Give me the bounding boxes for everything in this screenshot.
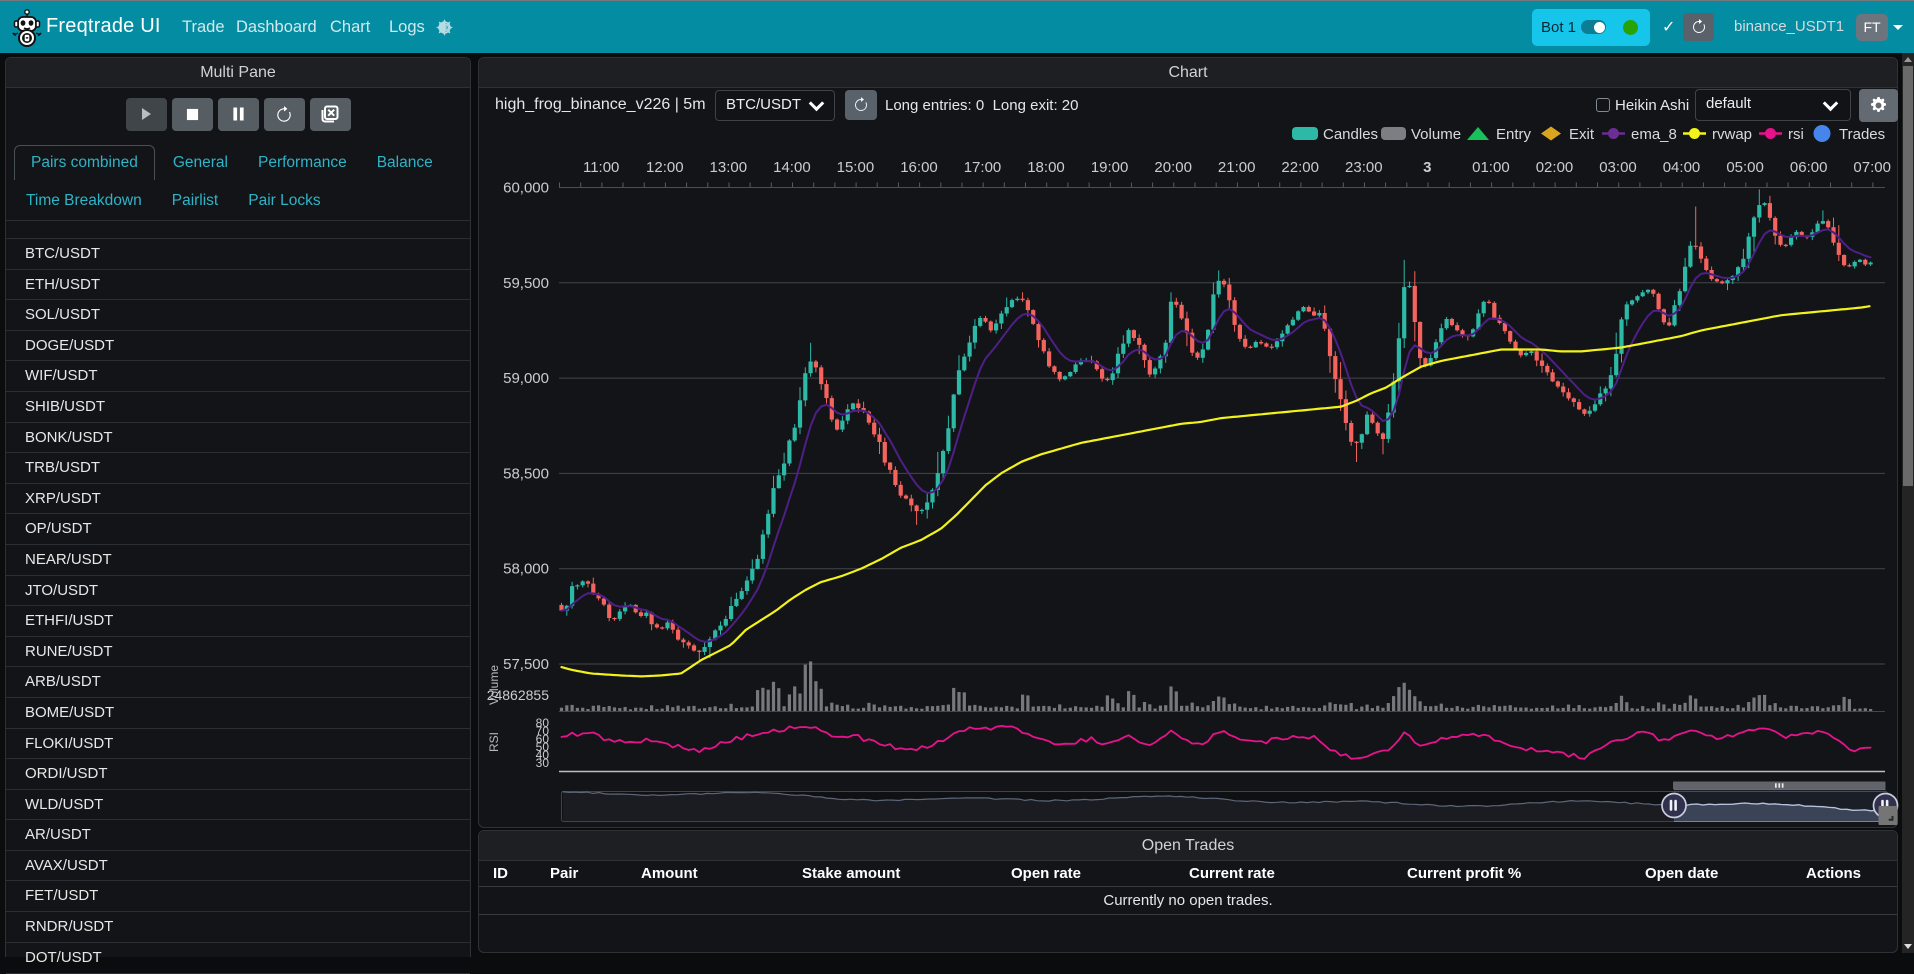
svg-text:58,500: 58,500 — [503, 465, 549, 482]
svg-text:Candles: Candles — [1323, 126, 1378, 143]
svg-text:Volume: Volume — [1411, 126, 1461, 143]
svg-text:59,500: 59,500 — [503, 275, 549, 292]
svg-text:02:00: 02:00 — [1536, 159, 1574, 176]
svg-text:Volume: Volume — [487, 665, 501, 705]
svg-text:60: 60 — [536, 732, 550, 746]
svg-text:ema_8: ema_8 — [1631, 126, 1677, 143]
svg-text:11:00: 11:00 — [583, 159, 619, 176]
svg-text:01:00: 01:00 — [1472, 159, 1510, 176]
svg-text:06:00: 06:00 — [1790, 159, 1828, 176]
svg-text:58,000: 58,000 — [503, 561, 549, 578]
svg-text:59,000: 59,000 — [503, 370, 549, 387]
svg-text:40: 40 — [536, 748, 550, 762]
svg-text:70: 70 — [536, 724, 550, 738]
svg-text:19:00: 19:00 — [1091, 159, 1129, 176]
svg-text:24862855: 24862855 — [487, 687, 550, 703]
svg-text:rvwap: rvwap — [1712, 126, 1752, 143]
svg-text:50: 50 — [536, 740, 550, 754]
svg-text:Trades: Trades — [1839, 126, 1885, 143]
svg-text:22:00: 22:00 — [1281, 159, 1319, 176]
svg-text:18:00: 18:00 — [1027, 159, 1065, 176]
svg-text:rsi: rsi — [1788, 126, 1804, 143]
svg-text:15:00: 15:00 — [837, 159, 875, 176]
svg-text:05:00: 05:00 — [1726, 159, 1764, 176]
svg-text:RSI: RSI — [487, 732, 501, 752]
svg-text:20:00: 20:00 — [1154, 159, 1192, 176]
svg-text:04:00: 04:00 — [1663, 159, 1701, 176]
svg-text:Exit: Exit — [1569, 126, 1595, 143]
svg-text:57,500: 57,500 — [503, 656, 549, 673]
svg-text:13:00: 13:00 — [710, 159, 748, 176]
svg-text:80: 80 — [536, 716, 550, 730]
svg-text:14:00: 14:00 — [773, 159, 811, 176]
svg-text:07:00: 07:00 — [1853, 159, 1891, 176]
svg-text:12:00: 12:00 — [646, 159, 684, 176]
svg-text:23:00: 23:00 — [1345, 159, 1383, 176]
svg-text:Entry: Entry — [1496, 126, 1532, 143]
svg-text:30: 30 — [536, 756, 550, 770]
svg-text:17:00: 17:00 — [964, 159, 1002, 176]
svg-text:60,000: 60,000 — [503, 180, 549, 197]
svg-text:3: 3 — [1423, 159, 1431, 176]
svg-text:21:00: 21:00 — [1218, 159, 1256, 176]
svg-text:03:00: 03:00 — [1599, 159, 1637, 176]
svg-text:16:00: 16:00 — [900, 159, 938, 176]
